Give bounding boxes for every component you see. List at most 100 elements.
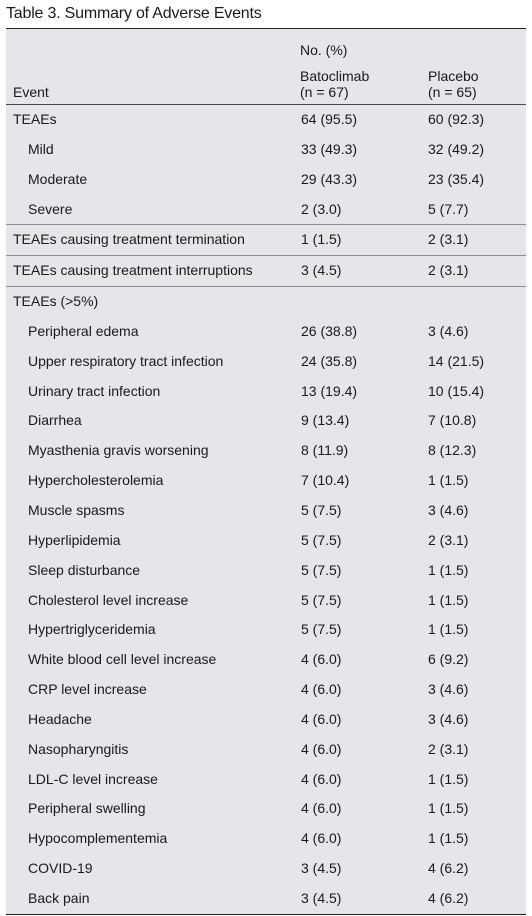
event-cell: Nasopharyngitis: [28, 740, 129, 757]
table-row: TEAEs (>5%): [6, 286, 526, 317]
batoclimab-cell: 4 (6.0): [301, 770, 342, 787]
table-row: TEAEs 64 (95.5) 60 (92.3): [6, 105, 526, 135]
placebo-cell: 6 (9.2): [428, 651, 469, 668]
batoclimab-cell: 4 (6.0): [301, 740, 342, 757]
placebo-cell: 3 (4.6): [428, 710, 469, 727]
event-column-header: Event: [13, 84, 49, 100]
placebo-n: (n = 65): [428, 84, 477, 100]
table-title: Table 3. Summary of Adverse Events: [6, 5, 262, 22]
table-row: Peripheral swelling 4 (6.0) 1 (1.5): [6, 794, 526, 824]
placebo-cell: 4 (6.2): [428, 860, 469, 877]
event-cell: COVID-19: [28, 860, 93, 877]
event-cell: Peripheral swelling: [28, 800, 146, 817]
batoclimab-n: (n = 67): [300, 84, 349, 100]
table-body: TEAEs 64 (95.5) 60 (92.3) Mild 33 (49.3) 32 (…: [6, 105, 526, 914]
batoclimab-cell: 3 (4.5): [301, 889, 342, 906]
batoclimab-cell: 4 (6.0): [301, 651, 342, 668]
placebo-cell: 2 (3.1): [428, 231, 469, 248]
placebo-cell: 3 (4.6): [428, 322, 469, 339]
batoclimab-cell: 26 (38.8): [301, 322, 358, 339]
placebo-cell: 1 (1.5): [428, 830, 469, 847]
table-row: Hypertriglyceridemia 5 (7.5) 1 (1.5): [6, 615, 526, 645]
table-row: Myasthenia gravis worsening 8 (11.9) 8 (12…: [6, 436, 526, 466]
table-row: Urinary tract infection 13 (19.4) 10 (15.4…: [6, 377, 526, 407]
batoclimab-cell: 4 (6.0): [301, 800, 342, 817]
table-row: Hypercholesterolemia 7 (10.4) 1 (1.5): [6, 466, 526, 496]
placebo-cell: 2 (3.1): [428, 262, 469, 279]
batoclimab-header: Batoclimab: [300, 68, 370, 84]
event-cell: Hypocomplementemia: [28, 830, 168, 847]
batoclimab-cell: 5 (7.5): [301, 591, 342, 608]
event-cell: LDL-C level increase: [28, 770, 158, 787]
placebo-header: Placebo: [428, 68, 479, 84]
placebo-cell: 32 (49.2): [428, 140, 485, 157]
batoclimab-cell: 3 (4.5): [301, 262, 342, 279]
event-cell: Muscle spasms: [28, 501, 125, 518]
table-row: TEAEs causing treatment termination 1 (1.…: [6, 224, 526, 255]
placebo-cell: 1 (1.5): [428, 591, 469, 608]
event-cell: Back pain: [28, 889, 90, 906]
table-header: No. (%) Batoclimab (n = 67) Placebo (n =…: [6, 29, 526, 105]
batoclimab-cell: 5 (7.5): [301, 621, 342, 638]
placebo-cell: 1 (1.5): [428, 800, 469, 817]
table-row: LDL-C level increase 4 (6.0) 1 (1.5): [6, 765, 526, 795]
table-row: Upper respiratory tract infection 24 (35.…: [6, 347, 526, 377]
table-row: Headache 4 (6.0) 3 (4.6): [6, 705, 526, 735]
batoclimab-cell: 29 (43.3): [301, 170, 358, 187]
event-cell: Peripheral edema: [28, 322, 139, 339]
batoclimab-cell: 9 (13.4): [301, 412, 350, 429]
placebo-cell: 3 (4.6): [428, 681, 469, 698]
batoclimab-cell: 33 (49.3): [301, 140, 358, 157]
placebo-cell: 5 (7.7): [428, 200, 469, 217]
placebo-cell: 14 (21.5): [428, 352, 485, 369]
placebo-cell: 7 (10.8): [428, 412, 477, 429]
event-cell: Hypertriglyceridemia: [28, 621, 156, 638]
event-cell: Hyperlipidemia: [28, 531, 121, 548]
batoclimab-cell: 7 (10.4): [301, 472, 350, 489]
placebo-cell: 1 (1.5): [428, 770, 469, 787]
table-row: Cholesterol level increase 5 (7.5) 1 (1.5): [6, 586, 526, 616]
event-cell: Moderate: [28, 170, 88, 187]
event-cell: Headache: [28, 710, 92, 727]
table-row: Moderate 29 (43.3) 23 (35.4): [6, 165, 526, 195]
batoclimab-cell: 4 (6.0): [301, 710, 342, 727]
table-row: Back pain 3 (4.5) 4 (6.2): [6, 884, 526, 914]
placebo-cell: 10 (15.4): [428, 382, 485, 399]
batoclimab-cell: 5 (7.5): [301, 501, 342, 518]
table-row: Hypocomplementemia 4 (6.0) 1 (1.5): [6, 824, 526, 854]
placebo-cell: 2 (3.1): [428, 531, 469, 548]
placebo-cell: 23 (35.4): [428, 170, 485, 187]
event-cell: Upper respiratory tract infection: [28, 352, 224, 369]
batoclimab-cell: 24 (35.8): [301, 352, 358, 369]
event-cell: Diarrhea: [28, 412, 82, 429]
table-row: CRP level increase 4 (6.0) 3 (4.6): [6, 675, 526, 705]
batoclimab-cell: 2 (3.0): [301, 200, 342, 217]
column-group-label: No. (%): [300, 42, 348, 58]
table-row: Nasopharyngitis 4 (6.0) 2 (3.1): [6, 735, 526, 765]
placebo-cell: 8 (12.3): [428, 442, 477, 459]
event-cell: Mild: [28, 140, 54, 157]
event-cell: TEAEs (>5%): [13, 293, 99, 310]
event-cell: TEAEs causing treatment termination: [13, 231, 245, 248]
table-row: Severe 2 (3.0) 5 (7.7): [6, 195, 526, 225]
event-cell: Sleep disturbance: [28, 561, 141, 578]
event-cell: Myasthenia gravis worsening: [28, 442, 209, 459]
batoclimab-cell: 5 (7.5): [301, 531, 342, 548]
batoclimab-cell: 8 (11.9): [301, 442, 349, 459]
table-row: Muscle spasms 5 (7.5) 3 (4.6): [6, 496, 526, 526]
placebo-cell: 3 (4.6): [428, 501, 469, 518]
table-row: Mild 33 (49.3) 32 (49.2): [6, 135, 526, 165]
event-cell: Hypercholesterolemia: [28, 472, 164, 489]
table-row: Hyperlipidemia 5 (7.5) 2 (3.1): [6, 526, 526, 556]
table-row: Diarrhea 9 (13.4) 7 (10.8): [6, 406, 526, 436]
event-cell: TEAEs causing treatment interruptions: [13, 262, 253, 279]
event-cell: Severe: [28, 200, 73, 217]
table-row: White blood cell level increase 4 (6.0) 6 …: [6, 645, 526, 675]
event-cell: Cholesterol level increase: [28, 591, 189, 608]
table-row: COVID-19 3 (4.5) 4 (6.2): [6, 854, 526, 884]
table-row: TEAEs causing treatment interruptions 3 (…: [6, 255, 526, 286]
placebo-cell: 1 (1.5): [428, 472, 469, 489]
table-row: Peripheral edema 26 (38.8) 3 (4.6): [6, 317, 526, 347]
table-row: Sleep disturbance 5 (7.5) 1 (1.5): [6, 556, 526, 586]
event-cell: Urinary tract infection: [28, 382, 161, 399]
